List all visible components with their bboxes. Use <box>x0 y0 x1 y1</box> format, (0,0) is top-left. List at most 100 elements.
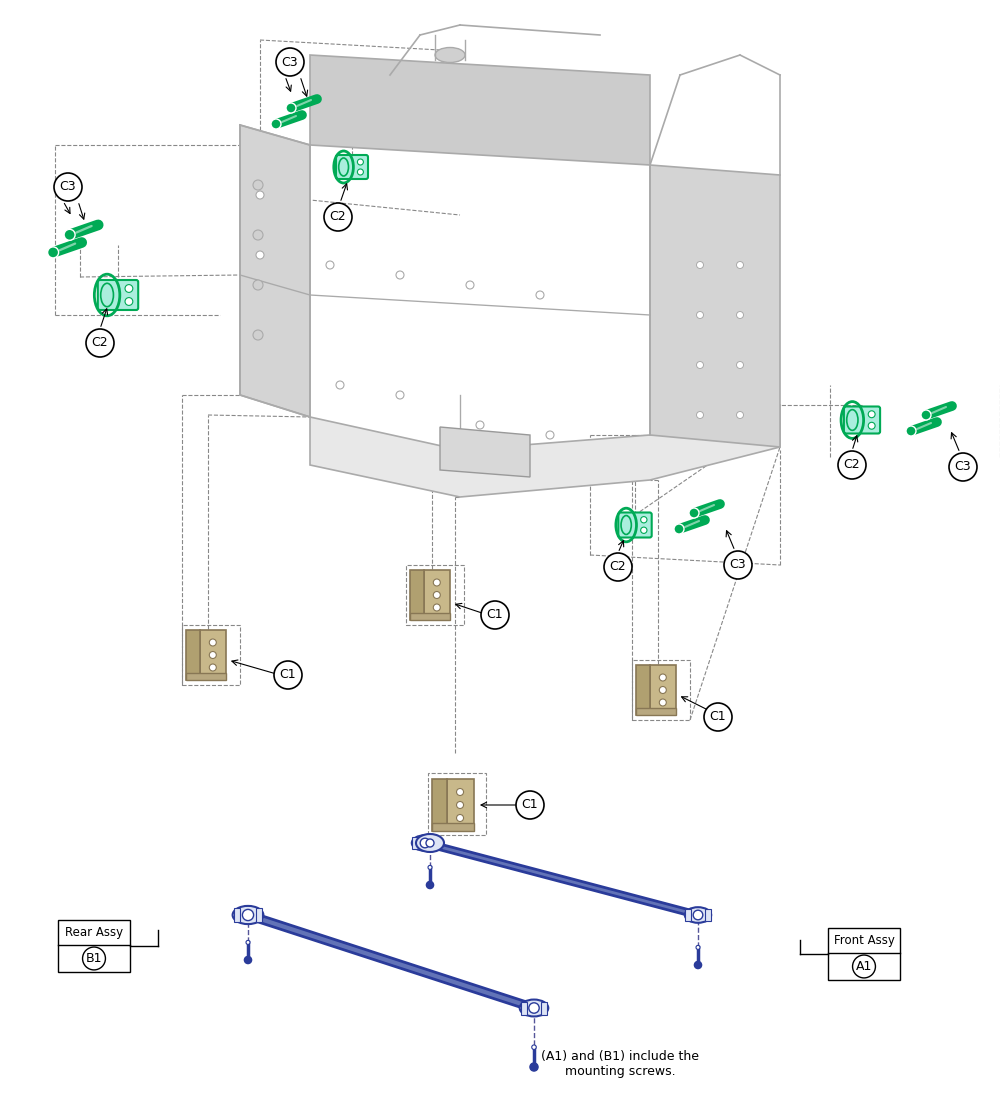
Circle shape <box>357 159 363 165</box>
Circle shape <box>481 601 509 629</box>
Circle shape <box>736 361 744 368</box>
Circle shape <box>724 551 752 579</box>
Circle shape <box>949 453 977 481</box>
Circle shape <box>324 203 352 231</box>
Ellipse shape <box>101 283 113 307</box>
Circle shape <box>64 230 75 241</box>
Circle shape <box>86 329 114 357</box>
Bar <box>521 1001 527 1015</box>
Polygon shape <box>636 708 676 715</box>
Bar <box>632 660 690 720</box>
Bar <box>685 909 691 921</box>
Circle shape <box>336 381 344 389</box>
Circle shape <box>689 508 699 518</box>
Circle shape <box>736 262 744 269</box>
Bar <box>828 928 900 980</box>
Circle shape <box>694 961 702 969</box>
Circle shape <box>357 169 363 175</box>
Text: C2: C2 <box>330 211 346 223</box>
Circle shape <box>906 426 916 436</box>
Polygon shape <box>440 427 530 477</box>
Bar <box>58 920 130 972</box>
Polygon shape <box>240 125 310 417</box>
Ellipse shape <box>520 999 548 1017</box>
Circle shape <box>83 947 105 970</box>
Text: Front Assy: Front Assy <box>834 934 894 947</box>
Text: (A1) and (B1) include the
mounting screws.: (A1) and (B1) include the mounting screw… <box>541 1050 699 1078</box>
Polygon shape <box>186 630 200 680</box>
Ellipse shape <box>435 48 465 62</box>
Polygon shape <box>200 630 226 680</box>
Polygon shape <box>447 779 474 831</box>
Text: C3: C3 <box>60 181 76 194</box>
Text: B1: B1 <box>86 952 102 964</box>
FancyBboxPatch shape <box>336 155 368 180</box>
Circle shape <box>326 261 334 269</box>
Circle shape <box>125 298 133 306</box>
Circle shape <box>420 838 430 847</box>
Bar <box>234 908 240 922</box>
Circle shape <box>921 410 931 420</box>
Circle shape <box>256 251 264 259</box>
Circle shape <box>253 180 263 190</box>
Text: C3: C3 <box>955 460 971 474</box>
Circle shape <box>659 699 666 706</box>
Circle shape <box>209 639 216 646</box>
Circle shape <box>659 687 666 694</box>
Circle shape <box>532 1045 536 1049</box>
Text: C2: C2 <box>844 458 860 472</box>
Circle shape <box>736 411 744 418</box>
Polygon shape <box>650 665 676 715</box>
Circle shape <box>433 579 440 586</box>
Circle shape <box>433 604 440 611</box>
Text: C3: C3 <box>730 559 746 572</box>
Bar <box>256 908 262 922</box>
Circle shape <box>48 246 59 258</box>
Bar <box>182 626 240 685</box>
Circle shape <box>536 291 544 299</box>
Polygon shape <box>410 570 424 620</box>
Text: C2: C2 <box>610 561 626 573</box>
Text: C3: C3 <box>282 56 298 68</box>
Circle shape <box>256 191 264 198</box>
Ellipse shape <box>847 409 858 430</box>
Bar <box>412 837 418 849</box>
Ellipse shape <box>621 515 631 534</box>
Circle shape <box>696 262 704 269</box>
Circle shape <box>696 946 700 949</box>
Circle shape <box>696 411 704 418</box>
Bar <box>432 837 438 849</box>
FancyBboxPatch shape <box>844 407 880 434</box>
Circle shape <box>457 788 464 795</box>
Ellipse shape <box>339 158 349 176</box>
Ellipse shape <box>233 905 263 924</box>
Text: C1: C1 <box>280 669 296 681</box>
Ellipse shape <box>685 908 711 923</box>
Text: C1: C1 <box>487 609 503 621</box>
Circle shape <box>286 103 296 113</box>
Circle shape <box>209 651 216 659</box>
Circle shape <box>54 173 82 201</box>
Polygon shape <box>650 165 780 447</box>
Ellipse shape <box>416 834 444 852</box>
Circle shape <box>476 421 484 429</box>
Circle shape <box>659 673 666 681</box>
Circle shape <box>244 957 252 963</box>
Circle shape <box>704 702 732 731</box>
Circle shape <box>641 527 647 533</box>
Circle shape <box>838 450 866 479</box>
Circle shape <box>736 311 744 319</box>
Bar <box>406 565 464 626</box>
Circle shape <box>546 432 554 439</box>
Circle shape <box>868 423 875 429</box>
Circle shape <box>426 838 434 847</box>
Text: Rear Assy: Rear Assy <box>65 925 123 939</box>
Circle shape <box>604 553 632 581</box>
Circle shape <box>274 661 302 689</box>
Circle shape <box>516 791 544 820</box>
Circle shape <box>530 1063 538 1072</box>
Circle shape <box>242 910 254 921</box>
Text: C1: C1 <box>522 798 538 812</box>
Circle shape <box>276 48 304 76</box>
Circle shape <box>674 524 684 534</box>
